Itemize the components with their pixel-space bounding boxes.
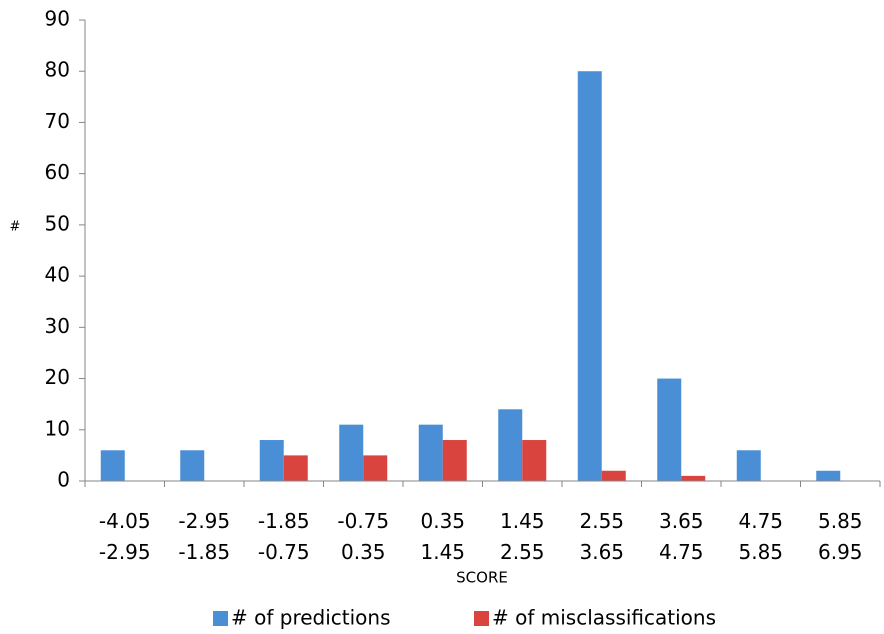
legend-label: # of predictions	[231, 606, 391, 630]
y-tick-label: 60	[45, 160, 70, 184]
x-tick-label: 1.45 2.55	[500, 509, 545, 564]
x-axis-label: SCORE	[456, 569, 508, 587]
x-tick-label: -2.95 -1.85	[178, 509, 230, 564]
legend-swatch	[213, 611, 228, 626]
bar	[736, 450, 761, 481]
x-tick-label-line: 2.55	[579, 509, 624, 533]
x-tick-label-line: -1.85	[178, 540, 230, 564]
bar	[816, 470, 841, 481]
x-tick-label: 2.55 3.65	[579, 509, 624, 564]
x-tick-label-line: 4.75	[659, 540, 704, 564]
y-tick-label: 70	[45, 109, 70, 133]
y-axis-label: #	[10, 220, 21, 235]
x-tick-label-line: 1.45	[420, 540, 465, 564]
bar	[259, 440, 284, 481]
bar	[442, 440, 467, 481]
x-tick-label-line: -0.75	[337, 509, 389, 533]
x-tick-label-line: 5.85	[818, 509, 863, 533]
x-tick-label-line: 2.55	[500, 540, 545, 564]
x-tick-label: -1.85 -0.75	[258, 509, 310, 564]
bar	[339, 424, 364, 481]
x-tick-label-line: 0.35	[420, 509, 465, 533]
x-tick-label-line: -2.95	[178, 509, 230, 533]
bar	[498, 409, 523, 481]
x-tick-label-line: 1.45	[500, 509, 545, 533]
bar	[681, 475, 706, 481]
y-tick-label: 0	[57, 468, 70, 492]
y-tick-label: 50	[45, 211, 70, 235]
bar	[363, 455, 388, 481]
x-tick-label-line: 0.35	[341, 540, 386, 564]
legend-label: # of misclassifications	[492, 606, 716, 630]
y-tick-label: 10	[45, 416, 70, 440]
bar	[418, 424, 443, 481]
y-tick-label: 30	[45, 314, 70, 338]
x-tick-label: 4.75 5.85	[738, 509, 783, 564]
bar	[657, 378, 682, 481]
x-tick-label-line: -0.75	[258, 540, 310, 564]
bar	[522, 440, 547, 481]
x-tick-label: 5.85 6.95	[818, 509, 863, 564]
x-tick-label-line: -1.85	[258, 509, 310, 533]
legend-swatch	[474, 611, 489, 626]
x-tick-label: 0.35 1.45	[420, 509, 465, 564]
x-tick-label-line: 5.85	[738, 540, 783, 564]
x-tick-label: -0.75 0.35	[337, 509, 389, 564]
y-tick-label: 90	[45, 7, 70, 31]
x-tick-label-line: 4.75	[738, 509, 783, 533]
bar	[100, 450, 125, 481]
bar	[283, 455, 308, 481]
x-tick-label: -4.05 -2.95	[99, 509, 151, 564]
x-tick-label-line: -4.05	[99, 509, 151, 533]
y-tick-label: 80	[45, 58, 70, 82]
x-tick-label-line: 3.65	[579, 540, 624, 564]
x-tick-label-line: -2.95	[99, 540, 151, 564]
x-tick-label: 3.65 4.75	[659, 509, 704, 564]
y-tick-label: 20	[45, 365, 70, 389]
bar	[601, 470, 626, 481]
bar	[180, 450, 205, 481]
bar	[577, 71, 602, 481]
x-tick-label-line: 3.65	[659, 509, 704, 533]
x-tick-label-line: 6.95	[818, 540, 863, 564]
y-tick-label: 40	[45, 263, 70, 287]
